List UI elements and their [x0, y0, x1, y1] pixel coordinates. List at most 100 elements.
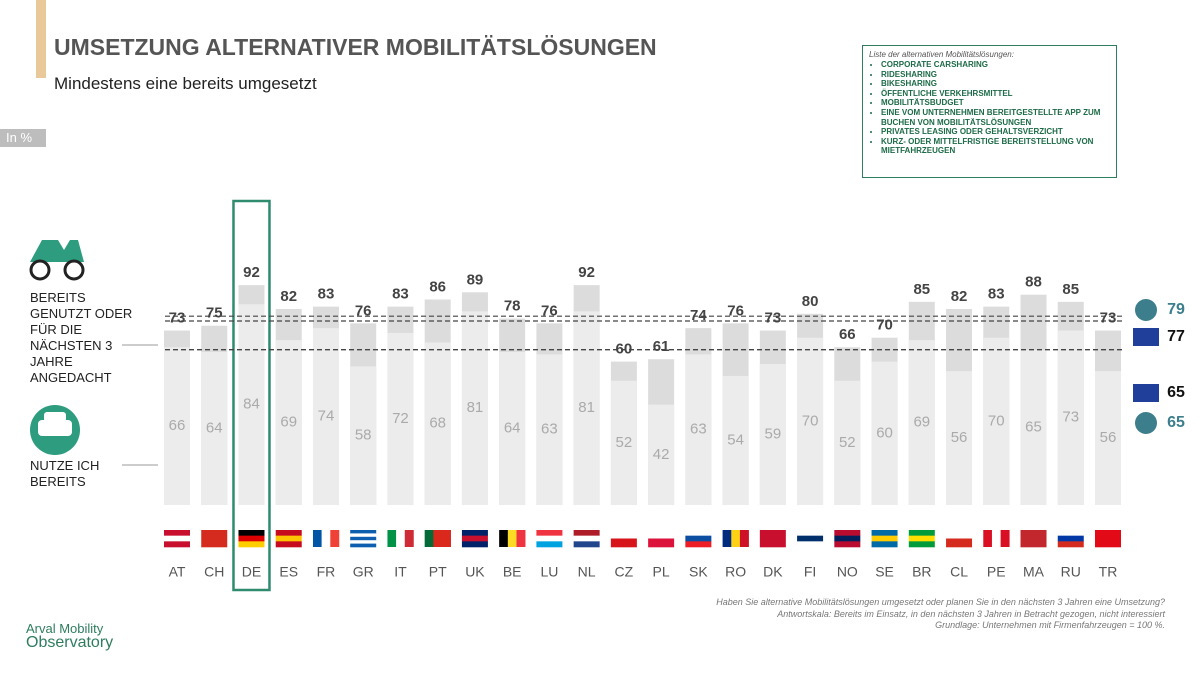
- flag: [946, 530, 973, 548]
- value-label: 61: [653, 338, 670, 355]
- x-tick-label: DE: [242, 564, 261, 580]
- x-tick-label: NO: [837, 564, 858, 580]
- bar: [312, 328, 339, 505]
- value-label: 76: [727, 302, 744, 319]
- flag: [797, 530, 824, 548]
- x-tick-label: TR: [1099, 564, 1118, 580]
- flag-stripe: [685, 541, 712, 548]
- highlight-box: [232, 199, 271, 592]
- bar: [238, 304, 265, 505]
- value-label: 82: [280, 288, 297, 305]
- bar: [648, 404, 675, 505]
- flag-stripe: [404, 530, 414, 547]
- bar: [275, 340, 302, 505]
- flag: [499, 530, 526, 547]
- value-label: 82: [951, 288, 968, 305]
- bar: [536, 354, 563, 505]
- flag-stripe: [573, 530, 600, 536]
- flag-stripe: [1095, 530, 1121, 548]
- value-label: 84: [243, 396, 260, 413]
- x-tick-label: CL: [950, 564, 968, 580]
- flag: [871, 530, 898, 548]
- bar: [424, 342, 451, 505]
- flag-stripe: [573, 541, 600, 548]
- flag-stripe: [507, 530, 517, 547]
- icon-car: [30, 405, 80, 455]
- value-label: 69: [913, 414, 930, 431]
- flag-stripe: [871, 535, 898, 542]
- reference-label: 65: [1167, 384, 1185, 401]
- flag: [648, 530, 675, 548]
- flag-stripe: [433, 530, 443, 547]
- bar: [201, 352, 228, 505]
- bar: [834, 380, 861, 505]
- x-tick-label: IT: [394, 564, 407, 580]
- flag-stripe: [908, 535, 935, 542]
- bar: [164, 347, 190, 505]
- flag-stripe: [871, 541, 898, 548]
- accent-bar: [36, 0, 46, 78]
- flag-stripe: [350, 533, 377, 538]
- x-tick-label: LU: [540, 564, 558, 580]
- flag-stripe: [164, 535, 190, 542]
- icon-binoculars: [29, 240, 85, 281]
- value-label: 66: [839, 326, 856, 343]
- flag: [573, 530, 600, 548]
- flag: [312, 530, 340, 547]
- logo-text: Observatory: [26, 634, 114, 651]
- x-tick-label: GR: [353, 564, 374, 580]
- bar: [983, 337, 1010, 505]
- icon-globe: [1135, 412, 1157, 434]
- bar: [1020, 349, 1047, 505]
- value-label: 52: [839, 434, 856, 451]
- icon-globe: [1135, 299, 1157, 321]
- flag-stripe: [201, 530, 228, 548]
- value-label: 76: [541, 302, 558, 319]
- value-label: 85: [1062, 281, 1079, 298]
- flag-stripe: [1057, 535, 1084, 542]
- value-label: 86: [429, 278, 446, 295]
- flag: [164, 530, 190, 548]
- flag-stripe: [275, 541, 302, 548]
- flag-stripe: [516, 530, 526, 547]
- footnotes: Haben Sie alternative Mobilitätslösungen…: [605, 597, 1165, 632]
- flag: [275, 530, 302, 548]
- x-tick-label: NL: [578, 564, 596, 580]
- value-label: 74: [318, 408, 335, 425]
- value-label: 66: [169, 417, 186, 434]
- legend-item: PRIVATES LEASING ODER GEHALTSVERZICHT: [881, 127, 1110, 137]
- flag: [1095, 530, 1121, 548]
- x-tick-label: CZ: [615, 564, 634, 580]
- flag-stripe: [1057, 530, 1084, 536]
- flag-stripe: [834, 541, 861, 548]
- x-tick-label: BE: [503, 564, 522, 580]
- reference-label: 65: [1167, 414, 1185, 431]
- flag-stripe: [834, 530, 861, 536]
- flag: [834, 530, 861, 548]
- flag: [1020, 530, 1047, 548]
- flag-stripe: [731, 530, 741, 547]
- flag-stripe: [330, 530, 340, 547]
- value-label: 63: [690, 421, 707, 438]
- chart-subtitle: Mindestens eine bereits umgesetzt: [54, 74, 317, 93]
- flag-stripe: [946, 538, 973, 548]
- footnote: Haben Sie alternative Mobilitätslösungen…: [716, 597, 1165, 607]
- x-tick-label: PL: [653, 564, 670, 580]
- flag-stripe: [797, 530, 824, 536]
- flag-stripe: [350, 536, 377, 541]
- flag-stripe: [946, 530, 973, 539]
- x-tick-label: DK: [763, 564, 783, 580]
- value-label: 70: [988, 412, 1005, 429]
- value-label: 73: [764, 309, 781, 326]
- value-label: 80: [802, 293, 819, 310]
- flag-stripe: [238, 541, 265, 548]
- bar: [871, 361, 898, 505]
- flag-stripe: [499, 530, 509, 547]
- flag-stripe: [797, 541, 824, 548]
- flag: [350, 530, 377, 548]
- bar: [387, 332, 414, 505]
- value-label: 83: [988, 286, 1005, 303]
- flag: [983, 530, 1010, 547]
- flag-stripe: [275, 530, 302, 536]
